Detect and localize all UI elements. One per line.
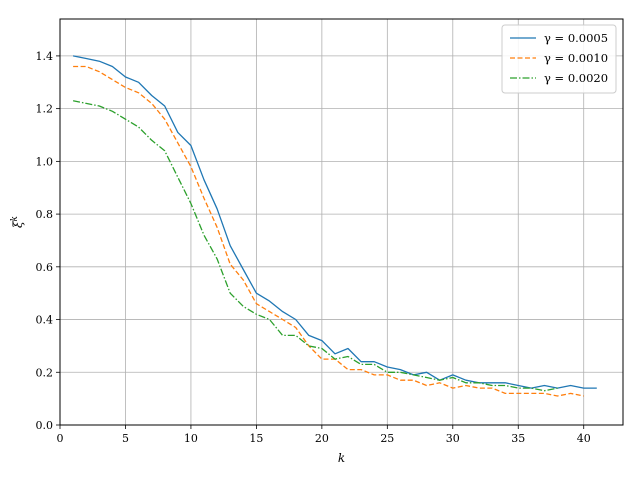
legend-box <box>501 24 617 94</box>
y-axis-label: ξk <box>10 216 25 228</box>
x-tick-label: 0 <box>57 432 64 445</box>
x-tick-label: 20 <box>315 432 329 445</box>
y-tick-label: 0.8 <box>36 208 54 221</box>
legend-label-2: γ = 0.0010 <box>544 51 608 65</box>
plot-frame <box>59 18 624 426</box>
legend: γ = 0.0005 γ = 0.0010 γ = 0.0020 <box>501 24 617 94</box>
x-tick-label: 5 <box>122 432 129 445</box>
y-tick-label: 1.4 <box>36 50 54 63</box>
x-tick-label: 30 <box>446 432 460 445</box>
y-tick-label: 0.6 <box>36 261 54 274</box>
x-tick-label: 10 <box>184 432 198 445</box>
x-tick-label: 40 <box>577 432 591 445</box>
x-tick-label: 35 <box>511 432 525 445</box>
series-lines <box>72 55 597 397</box>
axis-ticks: 0 5 10 15 20 25 30 35 40 0.0 0.2 0.4 0.6 0.8 1.0 1.2 1.4 <box>36 50 591 445</box>
x-tick-label: 15 <box>249 432 263 445</box>
y-tick-label: 0.0 <box>36 419 54 432</box>
y-tick-label: 1.2 <box>36 103 54 116</box>
y-tick-label: 1.0 <box>36 155 54 168</box>
legend-label-3: γ = 0.0020 <box>544 71 608 85</box>
series-line-1 <box>72 55 597 389</box>
series-line-2 <box>73 65 584 397</box>
legend-label-1: γ = 0.0005 <box>544 31 608 45</box>
series-line-3 <box>72 100 558 392</box>
x-tick-label: 25 <box>380 432 394 445</box>
y-tick-label: 0.4 <box>36 314 54 327</box>
grid <box>59 19 623 426</box>
x-axis-label: k <box>338 451 345 465</box>
y-tick-label: 0.2 <box>36 366 54 379</box>
